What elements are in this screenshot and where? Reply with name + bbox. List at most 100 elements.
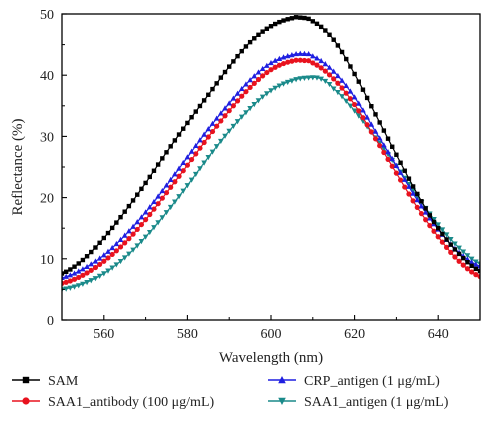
data-point — [218, 110, 224, 116]
data-point — [151, 168, 157, 173]
data-point — [243, 44, 249, 49]
legend-marker — [22, 397, 30, 405]
data-point — [298, 15, 303, 20]
data-point — [252, 36, 257, 41]
legend-entry: SAA1_antigen (1 μg/mL) — [268, 395, 449, 410]
data-point — [401, 176, 408, 182]
data-point — [197, 103, 203, 109]
data-point — [351, 94, 358, 100]
data-point — [71, 284, 78, 290]
y-axis-title: Reflectance (%) — [10, 118, 26, 215]
data-point — [344, 56, 349, 62]
data-point — [419, 199, 424, 204]
data-point — [105, 230, 111, 236]
data-point — [251, 102, 258, 108]
data-point — [130, 231, 136, 237]
y-tick-label: 10 — [40, 253, 54, 268]
data-point — [147, 174, 152, 180]
data-point — [160, 156, 165, 161]
data-point — [247, 106, 253, 112]
data-point — [243, 81, 249, 87]
data-point — [461, 255, 466, 261]
data-point — [335, 43, 341, 48]
data-point — [205, 134, 211, 140]
data-point — [381, 149, 387, 156]
data-point — [180, 188, 187, 194]
data-point — [444, 237, 449, 242]
data-point — [172, 199, 178, 205]
data-point — [305, 75, 312, 81]
data-point — [268, 59, 274, 66]
data-point — [452, 241, 458, 247]
data-point — [260, 73, 266, 79]
data-point — [138, 214, 145, 220]
data-point — [402, 184, 408, 190]
data-point — [255, 76, 262, 83]
series-line — [62, 59, 480, 284]
data-point — [418, 203, 425, 209]
data-point — [464, 266, 471, 272]
data-point — [105, 268, 111, 274]
data-point — [347, 88, 354, 94]
data-point — [389, 155, 396, 162]
data-point — [167, 204, 174, 211]
data-point — [339, 49, 345, 55]
data-point — [335, 80, 341, 86]
data-point — [443, 244, 450, 250]
data-point — [314, 62, 320, 68]
data-point — [381, 142, 387, 148]
data-point — [97, 240, 102, 246]
data-point — [130, 198, 136, 203]
data-point — [364, 95, 370, 101]
data-point — [310, 60, 316, 66]
data-point — [181, 126, 186, 131]
data-point — [339, 77, 345, 83]
data-point — [122, 209, 127, 214]
data-point — [146, 229, 153, 236]
data-point — [318, 76, 324, 82]
data-point — [410, 184, 416, 189]
series-saa1-antibody-100-g-ml- — [62, 57, 480, 286]
legend-marker — [278, 397, 286, 405]
data-point — [377, 120, 382, 125]
x-tick-label: 640 — [428, 327, 449, 342]
data-point — [306, 58, 312, 64]
data-point — [234, 98, 241, 104]
data-point — [368, 129, 374, 135]
data-point — [297, 76, 304, 82]
data-point — [176, 132, 182, 137]
x-tick-label: 600 — [261, 327, 282, 342]
data-point — [393, 170, 399, 176]
data-point — [184, 162, 190, 168]
data-point — [456, 245, 462, 251]
y-tick-label: 50 — [40, 8, 54, 23]
data-point — [67, 278, 73, 284]
data-point — [343, 98, 350, 104]
data-point — [460, 249, 467, 255]
data-point — [218, 118, 224, 124]
data-point — [80, 272, 86, 278]
data-point — [62, 271, 65, 276]
data-point — [172, 171, 178, 177]
data-point — [118, 214, 123, 220]
data-point — [302, 15, 307, 21]
data-point — [197, 137, 203, 143]
data-point — [410, 190, 416, 196]
data-point — [473, 261, 479, 267]
data-point — [314, 55, 320, 61]
data-point — [105, 248, 111, 254]
data-point — [423, 206, 428, 211]
data-point — [323, 28, 328, 33]
data-point — [139, 186, 144, 192]
data-point — [109, 265, 115, 271]
data-point — [143, 180, 148, 186]
data-point — [280, 81, 287, 87]
data-point — [322, 78, 329, 85]
data-point — [176, 165, 182, 171]
data-point — [448, 249, 454, 255]
data-point — [159, 215, 166, 221]
data-point — [318, 65, 324, 71]
data-point — [168, 144, 173, 149]
data-point — [92, 258, 99, 264]
data-point — [406, 183, 412, 189]
